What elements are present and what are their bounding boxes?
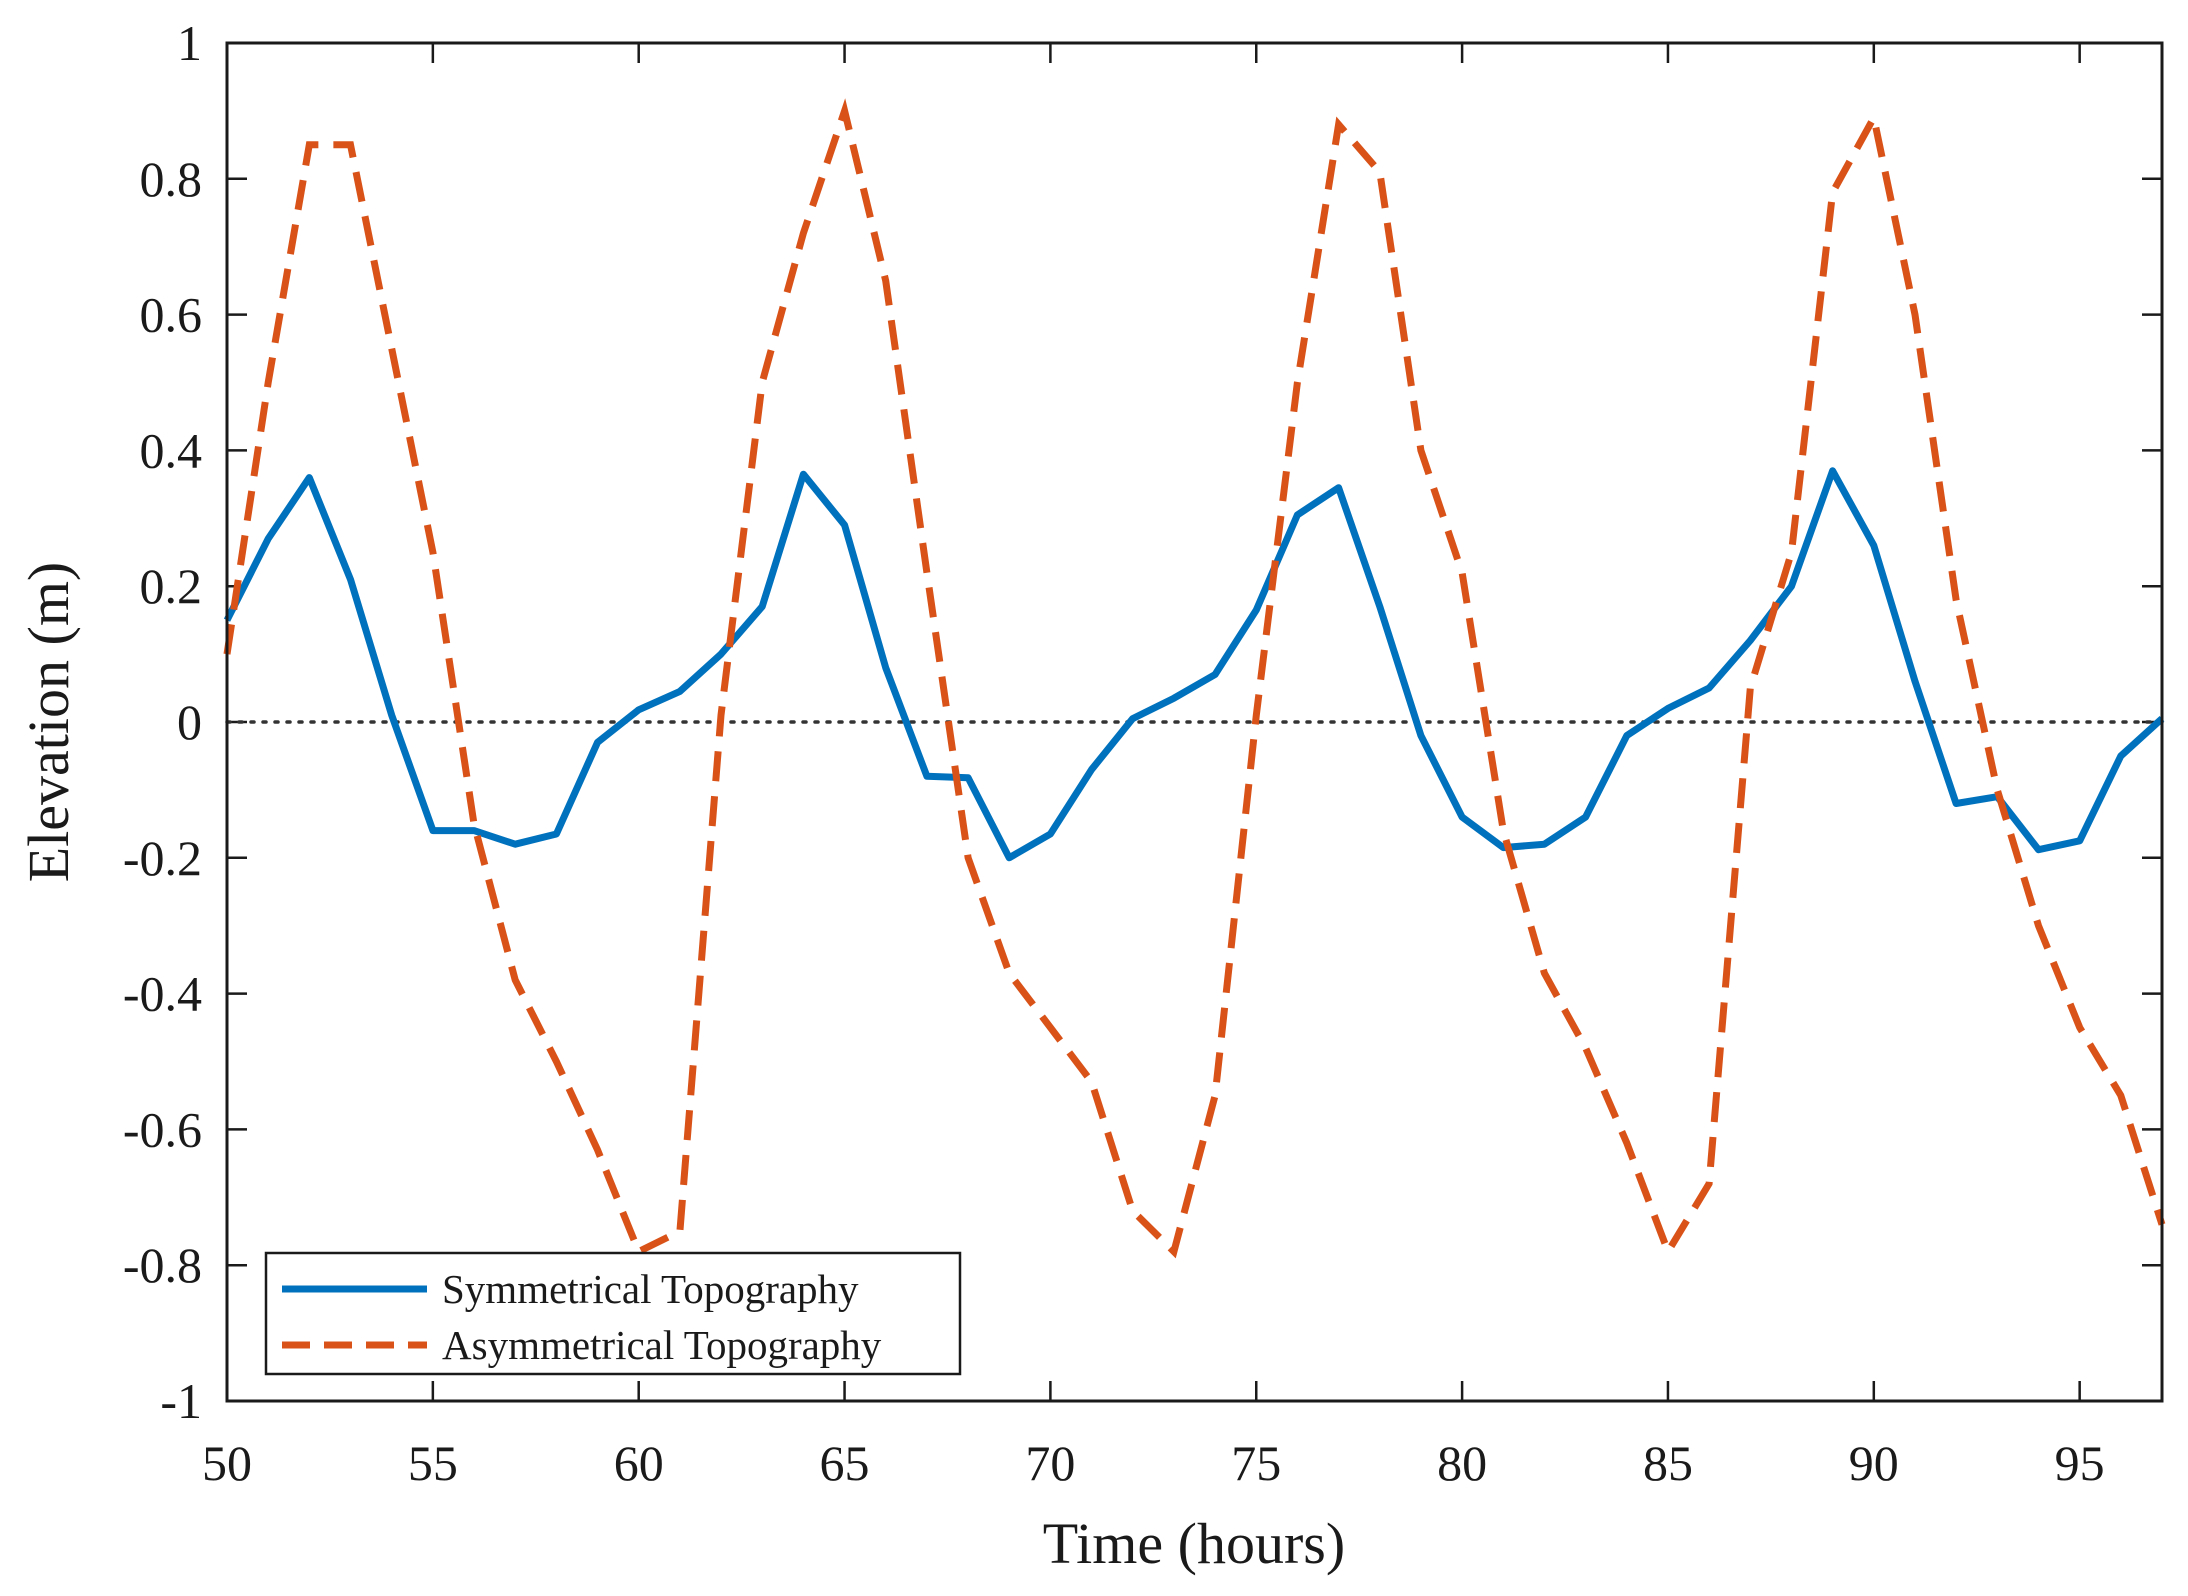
y-tick-label: 0.6 [140, 287, 203, 343]
y-tick-label: -0.4 [123, 966, 202, 1022]
x-tick-label: 85 [1643, 1435, 1693, 1491]
y-tick-label: 0.4 [140, 422, 203, 478]
y-axis-label: Elevation (m) [16, 562, 81, 883]
y-tick-label: 0.2 [140, 558, 203, 614]
legend-box [264, 1251, 962, 1376]
y-tick-label: -0.8 [123, 1237, 202, 1293]
x-tick-label: 95 [2055, 1435, 2105, 1491]
y-tick-label: -0.6 [123, 1101, 202, 1157]
series-line-asymmetrical [223, 98, 2166, 1260]
x-tick-label: 80 [1437, 1435, 1487, 1491]
x-tick-label: 55 [408, 1435, 458, 1491]
y-tick-label: -1 [160, 1373, 202, 1429]
legend-label-symmetrical: Symmetrical Topography [442, 1266, 859, 1312]
x-axis-label: Time (hours) [1043, 1511, 1345, 1576]
y-tick-labels: 1 0.8 0.6 0.4 0.2 0 -0.2 -0.4 -0.6 -0.8 -1 [123, 15, 202, 1429]
x-tick-label: 75 [1231, 1435, 1281, 1491]
x-tick-label: 60 [614, 1435, 664, 1491]
x-tick-label: 50 [202, 1435, 252, 1491]
y-tick-label: 0 [177, 694, 202, 750]
y-tick-label: 0.8 [140, 151, 203, 207]
y-tick-label: -0.2 [123, 830, 202, 886]
legend: Symmetrical Topography Asymmetrical Topo… [264, 1251, 962, 1376]
x-tick-label: 90 [1849, 1435, 1899, 1491]
x-tick-label: 70 [1025, 1435, 1075, 1491]
x-tick-label: 65 [820, 1435, 870, 1491]
series-lines [223, 98, 2166, 1260]
series-line-symmetrical [223, 467, 2165, 862]
legend-label-asymmetrical: Asymmetrical Topography [442, 1322, 882, 1368]
plot-frame [225, 41, 2164, 1403]
y-tick-label: 1 [177, 15, 202, 71]
x-tick-labels: 50 55 60 65 70 75 80 85 90 95 [202, 1435, 2105, 1491]
